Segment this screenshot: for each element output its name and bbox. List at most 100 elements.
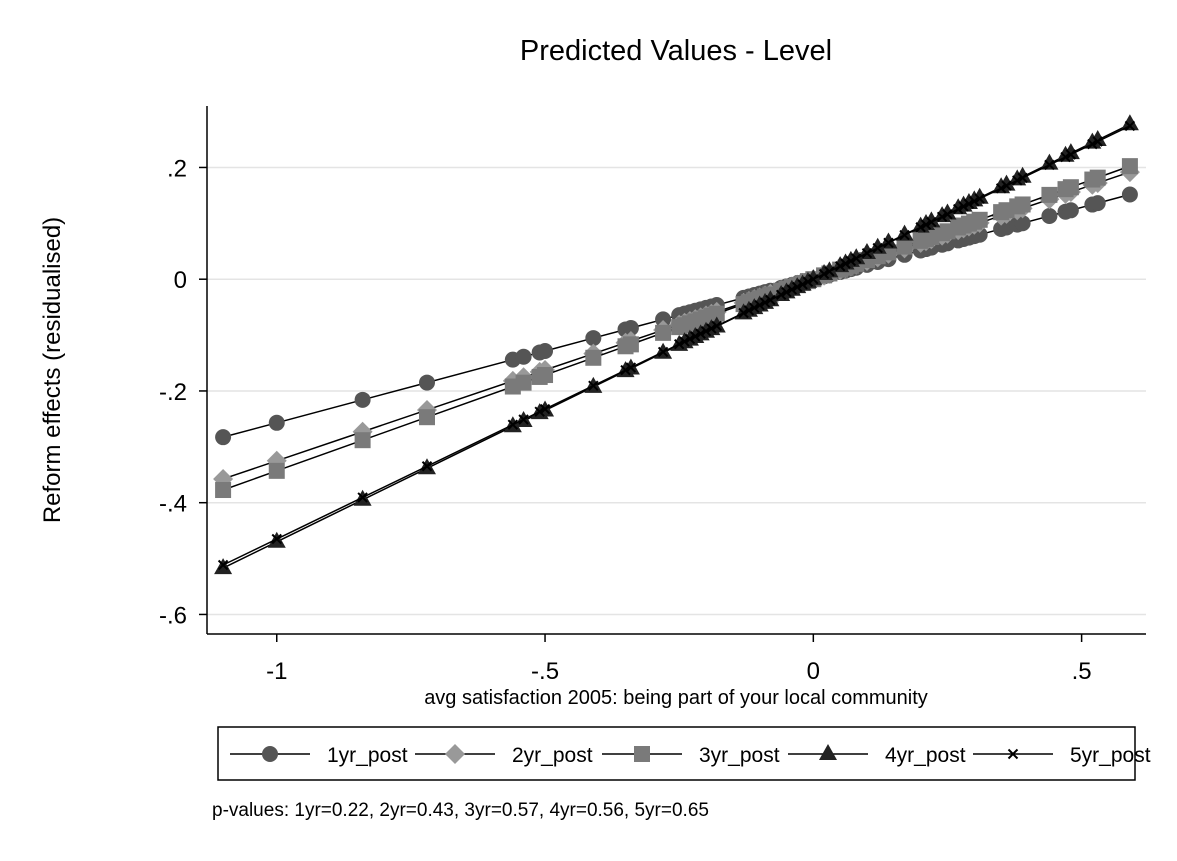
- data-point: [792, 281, 803, 293]
- data-point: [354, 391, 371, 408]
- data-point: [217, 559, 229, 571]
- legend-item-2yr_post: 2yr_post: [415, 744, 593, 767]
- data-point: [1089, 195, 1106, 212]
- x-tick-label: 0: [807, 658, 820, 685]
- data-point: [354, 432, 371, 449]
- series-layer: [213, 114, 1140, 575]
- data-point: [1040, 153, 1059, 170]
- series-3yr_post: [215, 158, 1138, 499]
- data-point: [518, 414, 529, 425]
- data-point: [1089, 169, 1106, 186]
- y-axis-label: Reform effects (residualised): [39, 217, 66, 523]
- data-point: [818, 268, 830, 280]
- data-point: [861, 248, 873, 259]
- data-point: [537, 343, 554, 360]
- data-point: [936, 211, 948, 223]
- data-point: [765, 294, 776, 306]
- data-point: [1014, 196, 1031, 213]
- data-point: [974, 193, 985, 204]
- x-tick-label: .5: [1072, 658, 1092, 685]
- legend-label: 5yr_post: [1070, 744, 1151, 767]
- legend-item-5yr_post: 5yr_post: [973, 744, 1151, 767]
- data-point: [421, 461, 433, 472]
- data-point: [1041, 208, 1058, 225]
- y-tick-label: .2: [167, 155, 187, 182]
- chart-title: Predicted Values - Level: [520, 35, 832, 67]
- data-point: [942, 209, 953, 220]
- data-point: [215, 482, 232, 499]
- legend-label: 3yr_post: [699, 744, 780, 767]
- data-point: [215, 429, 232, 446]
- data-point: [620, 364, 631, 376]
- legend-label: 1yr_post: [327, 744, 408, 767]
- data-point: [507, 419, 519, 430]
- data-point: [759, 297, 771, 308]
- data-point: [534, 406, 545, 417]
- data-point: [824, 266, 835, 277]
- data-point: [802, 276, 814, 288]
- data-point: [657, 346, 669, 358]
- data-point: [588, 380, 599, 391]
- data-point: [679, 336, 690, 347]
- x-axis-label: avg satisfaction 2005: being part of you…: [424, 687, 928, 709]
- data-point: [1062, 179, 1079, 196]
- data-point: [1087, 138, 1098, 150]
- data-point: [971, 211, 988, 228]
- p-values-note: p-values: 1yr=0.22, 2yr=0.43, 3yr=0.57, …: [212, 800, 709, 821]
- x-tick-label: -1: [266, 658, 287, 685]
- data-point: [749, 302, 760, 313]
- data-point: [840, 258, 851, 269]
- data-point: [706, 323, 717, 334]
- legend-marker: [262, 746, 278, 762]
- data-point: [1120, 114, 1139, 131]
- data-point: [781, 286, 792, 298]
- data-point: [268, 462, 285, 479]
- y-tick-label: -.2: [159, 379, 187, 406]
- data-point: [808, 273, 819, 285]
- data-point: [515, 374, 532, 391]
- data-point: [1124, 120, 1136, 132]
- data-point: [622, 336, 639, 353]
- data-point: [695, 328, 706, 339]
- data-point: [655, 311, 672, 328]
- data-point: [684, 333, 696, 345]
- data-point: [775, 289, 787, 301]
- data-point: [1012, 175, 1023, 186]
- data-point: [418, 374, 435, 391]
- data-point: [743, 305, 755, 316]
- data-point: [690, 331, 701, 342]
- y-tick-label: 0: [174, 267, 187, 294]
- data-point: [1060, 151, 1071, 163]
- data-point: [357, 492, 368, 503]
- data-point: [851, 253, 862, 264]
- data-point: [1121, 186, 1138, 203]
- data-point: [963, 198, 975, 210]
- data-point: [754, 299, 765, 311]
- data-point: [268, 414, 285, 431]
- data-point: [1001, 180, 1012, 191]
- legend-marker: [445, 744, 465, 764]
- data-point: [969, 196, 980, 207]
- x-tick-label: -.5: [531, 658, 559, 685]
- data-point: [786, 284, 798, 295]
- data-point: [700, 325, 712, 337]
- data-point: [915, 222, 926, 233]
- data-point: [883, 237, 894, 249]
- data-point: [797, 279, 808, 290]
- y-tick-label: -.4: [159, 491, 187, 518]
- legend-marker: [1007, 748, 1019, 760]
- data-point: [896, 238, 913, 255]
- data-point: [673, 338, 685, 350]
- data-point: [1062, 202, 1079, 219]
- x-ticks: -1 -.5 0 .5: [266, 634, 1092, 685]
- y-ticks: .2 0 -.2 -.4 -.6: [159, 155, 207, 629]
- legend-marker: [819, 744, 837, 760]
- legend-label: 2yr_post: [512, 744, 593, 767]
- data-point: [1044, 159, 1055, 171]
- legend-item-4yr_post: 4yr_post: [788, 744, 966, 767]
- axes: [206, 106, 1146, 635]
- data-point: [1092, 136, 1103, 147]
- data-point: [995, 183, 1007, 194]
